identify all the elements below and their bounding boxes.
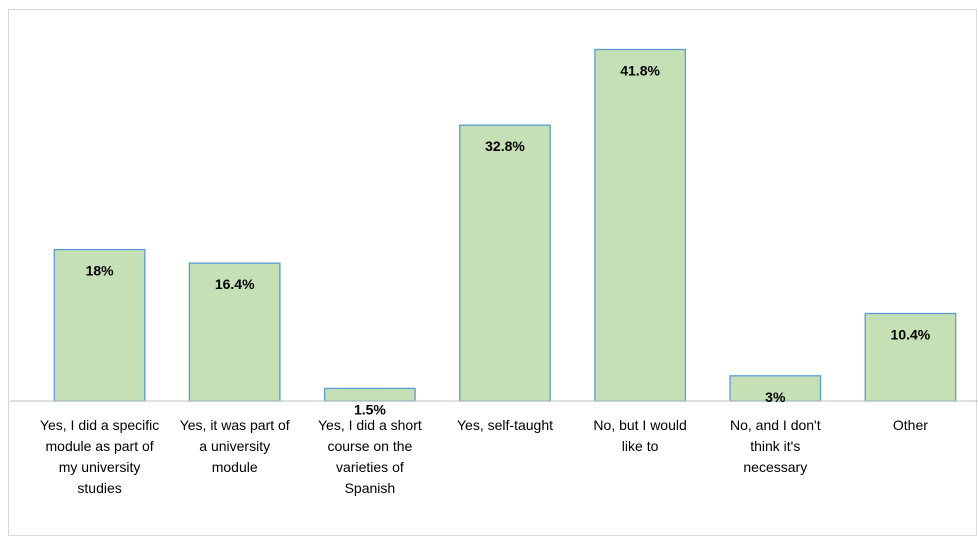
data-labels-layer: 18% 16.4% 1.5% 32.8% 41.8% 3% 10.4% (86, 63, 931, 418)
bar-4 (459, 124, 551, 402)
category-label-3: Yes, I did a short course on the varieties… (318, 417, 422, 496)
category-label-7: Other (893, 417, 928, 433)
category-labels-layer: Yes, I did a specific module as part of my… (40, 417, 928, 496)
data-label-5: 41.8% (620, 63, 660, 79)
bar-1 (53, 248, 146, 402)
category-label-2: Yes, it was part of a university module (180, 417, 290, 475)
data-label-6: 3% (765, 389, 786, 405)
category-label-1: Yes, I did a specific module as part of my… (40, 417, 159, 496)
bar-3 (323, 387, 416, 402)
bar-6 (729, 375, 822, 402)
data-label-3: 1.5% (354, 401, 386, 417)
bar-5 (594, 48, 687, 402)
category-label-4: Yes, self-taught (457, 417, 553, 433)
data-label-1: 18% (86, 263, 115, 279)
category-label-5: No, but I would like to (593, 417, 686, 454)
data-label-7: 10.4% (891, 327, 931, 343)
category-label-6: No, and I don't think it's necessary (730, 417, 821, 475)
bar-2 (188, 262, 281, 402)
data-label-2: 16.4% (215, 276, 255, 292)
data-label-4: 32.8% (485, 138, 525, 154)
bars-layer (53, 48, 957, 402)
